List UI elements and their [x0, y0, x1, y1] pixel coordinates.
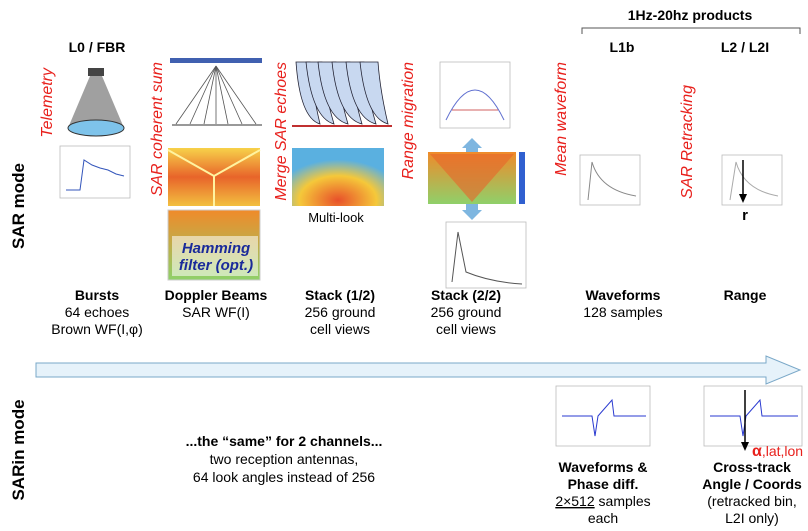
- step-detail: 256 ground: [305, 304, 376, 320]
- output-title: Waveforms &: [559, 459, 648, 475]
- output-detail: (retracked bin,: [707, 493, 796, 509]
- step-title: Bursts: [75, 287, 120, 303]
- waveform-figure: [580, 155, 640, 205]
- telemetry-figure: [60, 68, 130, 198]
- output-detail: L2I only): [725, 510, 779, 526]
- step-title: Doppler Beams: [165, 287, 268, 303]
- sarin-detail: 64 look angles instead of 256: [193, 469, 375, 485]
- bracket: [582, 28, 800, 34]
- step-title: Stack (2/2): [431, 287, 501, 303]
- figure-label: filter (opt.): [179, 257, 253, 274]
- underlined: 2×512: [555, 493, 595, 509]
- process-label: SAR coherent sum: [149, 62, 166, 196]
- figure-label: r: [742, 207, 748, 224]
- figure-label: Multi-look: [308, 210, 364, 225]
- coords: ,lat,lon: [762, 443, 803, 459]
- diagram: 1Hz-20hz products L0 / FBR L1b L2 / L2I …: [0, 0, 808, 531]
- step-detail: 64 echoes: [65, 304, 130, 320]
- step-detail: Brown WF(I,φ): [51, 321, 143, 337]
- mode-label: SARin mode: [9, 399, 28, 500]
- output-title: Angle / Coords: [702, 476, 802, 492]
- output-detail: each: [588, 510, 618, 526]
- output-title: Cross-track: [713, 459, 791, 475]
- output-symbol: α,lat,lon: [752, 443, 803, 460]
- stack-figure: [292, 62, 392, 206]
- sarin-plots: [556, 386, 802, 451]
- step-detail: cell views: [436, 321, 496, 337]
- detail: samples: [599, 493, 651, 509]
- output-detail: 2×512 samples: [555, 493, 650, 509]
- step-title: Stack (1/2): [305, 287, 375, 303]
- process-label: Range migration: [400, 62, 417, 180]
- step-title: Range: [724, 287, 767, 303]
- products-header: 1Hz-20hz products: [628, 7, 753, 23]
- step-detail: SAR WF(I): [182, 304, 250, 320]
- level-label: L0 / FBR: [69, 39, 126, 55]
- range-figure: [722, 155, 782, 205]
- flow-arrow: [36, 356, 800, 384]
- migration-figure: [428, 62, 526, 288]
- output-title: Phase diff.: [568, 476, 639, 492]
- figure-label: Hamming: [182, 240, 250, 257]
- process-label: Mean waveform: [553, 62, 570, 176]
- step-detail: cell views: [310, 321, 370, 337]
- mode-label: SAR mode: [9, 163, 28, 249]
- process-label: SAR Retracking: [679, 85, 696, 199]
- step-detail: 128 samples: [583, 304, 662, 320]
- step-detail: 256 ground: [431, 304, 502, 320]
- process-label: Telemetry: [39, 67, 56, 138]
- level-label: L1b: [610, 39, 635, 55]
- level-label: L2 / L2I: [721, 39, 769, 55]
- alpha: α: [752, 443, 762, 460]
- sarin-detail: two reception antennas,: [210, 451, 359, 467]
- process-label: Merge SAR echoes: [273, 62, 290, 201]
- sarin-summary: ...the “same” for 2 channels...: [186, 433, 383, 449]
- step-title: Waveforms: [586, 287, 661, 303]
